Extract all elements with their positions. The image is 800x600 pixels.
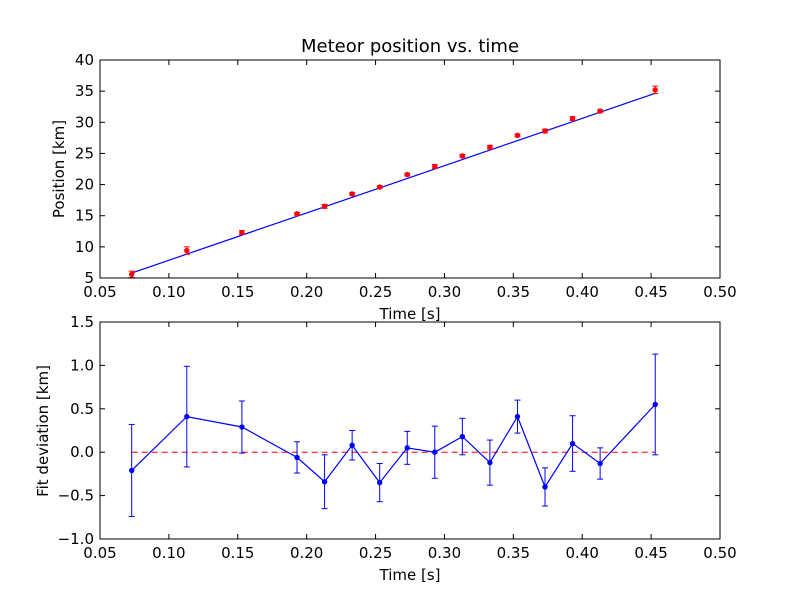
deviation-point [184,413,190,420]
position-point [652,87,658,93]
y-tick-label: 35 [75,82,94,100]
y-tick-label: 10 [75,238,94,256]
position-point [459,153,466,159]
x-tick-label: 0.45 [634,283,667,301]
position-point [569,115,576,122]
x-tick-label: 0.35 [497,283,530,301]
x-tick-label: 0.25 [359,544,392,562]
deviation-point [128,467,135,474]
deviation-point [239,424,245,430]
deviation-point [597,460,603,467]
y-tick-label: 25 [75,144,94,162]
x-tick-label: 0.10 [152,544,185,562]
x-tick-label: 0.50 [703,283,736,301]
position-point [404,171,410,178]
deviation-y-axis-label: Fit deviation [km] [34,365,52,497]
x-tick-label: 0.15 [221,544,254,562]
deviation-plot-area [128,353,659,517]
deviation-x-axis-label: Time [s] [379,566,441,584]
x-tick-label: 0.40 [566,544,599,562]
position-point [349,191,355,197]
deviation-point [349,442,355,448]
deviation-point [514,413,521,420]
deviation-point [321,479,328,485]
x-tick-label: 0.05 [83,544,116,562]
position-point [321,203,328,210]
y-tick-label: −0.5 [58,487,94,505]
y-tick-label: 1.5 [70,313,94,331]
x-tick-label: 0.15 [221,283,254,301]
position-plot-area [128,85,659,278]
deviation-point [569,440,576,447]
position-point [432,163,438,170]
x-tick-label: 0.20 [290,544,323,562]
position-x-axis-label: Time [s] [379,305,441,323]
y-tick-label: 1.0 [70,356,94,374]
deviation-chart: 0.05 0.10 0.15 0.20 0.25 0.30 0.35 0.40 0.45 0.50… [34,313,737,584]
position-point [239,229,245,236]
x-tick-label: 0.40 [566,283,599,301]
x-tick-label: 0.35 [497,544,530,562]
fit-line [131,92,656,274]
deviation-point [376,479,383,486]
position-plot-frame [99,59,721,279]
x-tick-label: 0.45 [634,544,667,562]
position-point [294,211,300,217]
y-tick-label: 30 [75,113,94,131]
x-tick-label: 0.25 [359,283,392,301]
deviation-point [432,449,438,455]
deviation-axis-ticks: 0.05 0.10 0.15 0.20 0.25 0.30 0.35 0.40 0.45 0.50… [58,313,737,562]
x-tick-label: 0.30 [428,544,461,562]
position-chart-title: Meteor position vs. time [301,36,519,57]
y-tick-label: 5 [84,269,94,287]
position-point [184,247,190,254]
position-axis-ticks: 0.05 0.10 0.15 0.20 0.25 0.30 0.35 0.40 0.45 0.50… [75,51,737,301]
x-tick-label: 0.05 [83,283,116,301]
position-point [376,184,383,190]
x-tick-label: 0.20 [290,283,323,301]
deviation-point [404,445,410,451]
position-point [597,108,603,114]
position-y-axis-label: Position [km] [50,120,68,218]
y-tick-label: 20 [75,176,94,194]
y-tick-label: −1.0 [58,530,94,548]
deviation-point [294,454,300,461]
y-tick-label: 15 [75,207,94,225]
position-chart: Meteor position vs. time 0.05 0.10 0.15 0.2… [50,36,737,323]
position-point [542,128,548,134]
deviation-point [459,433,466,440]
y-tick-label: 0.5 [70,400,94,418]
deviation-point [487,459,493,466]
x-tick-label: 0.30 [428,283,461,301]
y-tick-label: 40 [75,51,94,69]
position-point [514,132,521,139]
deviation-point [542,484,548,490]
position-point [128,271,135,277]
position-point [487,144,493,150]
x-tick-label: 0.50 [703,544,736,562]
deviation-point [652,401,658,408]
deviation-plot-frame [99,321,721,540]
deviation-line [131,404,656,489]
x-tick-label: 0.10 [152,283,185,301]
y-tick-label: 0.0 [70,443,94,461]
